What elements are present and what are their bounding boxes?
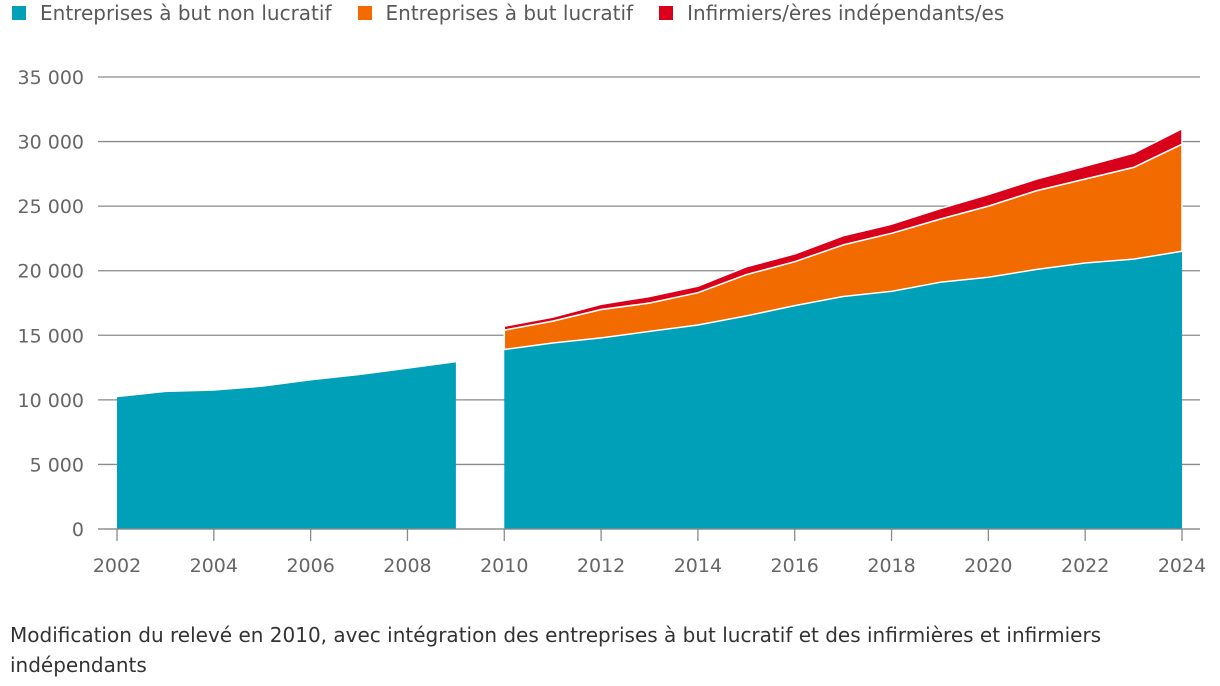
y-tick-label: 5 000 — [30, 454, 84, 476]
legend-swatch-independent-nurses — [659, 6, 674, 20]
axes: 0 5 000 10 000 15 000 20 000 25 000 30 000 35 0… — [18, 67, 1207, 577]
x-tick-label: 2010 — [480, 555, 528, 577]
x-tick-label: 2020 — [964, 555, 1012, 577]
x-tick-label: 2022 — [1061, 555, 1109, 577]
stacked-area-chart: 0 5 000 10 000 15 000 20 000 25 000 30 000 35 0… — [18, 67, 1207, 577]
y-tick-label: 10 000 — [18, 390, 84, 412]
legend: Entreprises à but non lucratif Entrepris… — [12, 0, 1030, 26]
x-tick-label: 2008 — [383, 555, 431, 577]
x-tick-label: 2004 — [190, 555, 238, 577]
x-tick-label: 2018 — [867, 555, 915, 577]
x-tick-label: 2012 — [577, 555, 625, 577]
area-infirmiers-eres-independants-es-segment-2 — [503, 127, 1183, 331]
y-tick-label: 35 000 — [18, 67, 84, 89]
legend-swatch-for-profit — [357, 6, 372, 20]
area-entreprises-a-but-non-lucratif-segment-1 — [117, 362, 456, 529]
legend-item-for-profit[interactable]: Entreprises à but lucratif — [357, 1, 634, 25]
area-entreprises-a-but-non-lucratif-segment-2 — [504, 251, 1182, 530]
y-tick-label: 20 000 — [18, 261, 84, 283]
chart-note: Modification du relevé en 2010, avec int… — [10, 623, 1102, 677]
y-tick-label: 15 000 — [18, 325, 84, 347]
x-tick-label: 2002 — [93, 555, 141, 577]
area-series — [117, 127, 1183, 530]
legend-label-non-profit: Entreprises à but non lucratif — [40, 1, 332, 25]
y-tick-label: 0 — [72, 519, 84, 541]
y-tick-label: 30 000 — [18, 132, 84, 154]
legend-swatch-non-profit — [12, 6, 26, 20]
legend-item-non-profit[interactable]: Entreprises à but non lucratif — [12, 1, 332, 25]
legend-label-independent-nurses: Infirmiers/ères indépendants/es — [687, 1, 1005, 25]
x-tick-label: 2024 — [1158, 555, 1206, 577]
y-tick-label: 25 000 — [18, 196, 84, 218]
legend-item-independent-nurses[interactable]: Infirmiers/ères indépendants/es — [659, 1, 1004, 25]
x-tick-label: 2016 — [771, 555, 819, 577]
x-tick-label: 2006 — [286, 555, 334, 577]
legend-label-for-profit: Entreprises à but lucratif — [385, 1, 634, 25]
x-tick-label: 2014 — [674, 555, 722, 577]
